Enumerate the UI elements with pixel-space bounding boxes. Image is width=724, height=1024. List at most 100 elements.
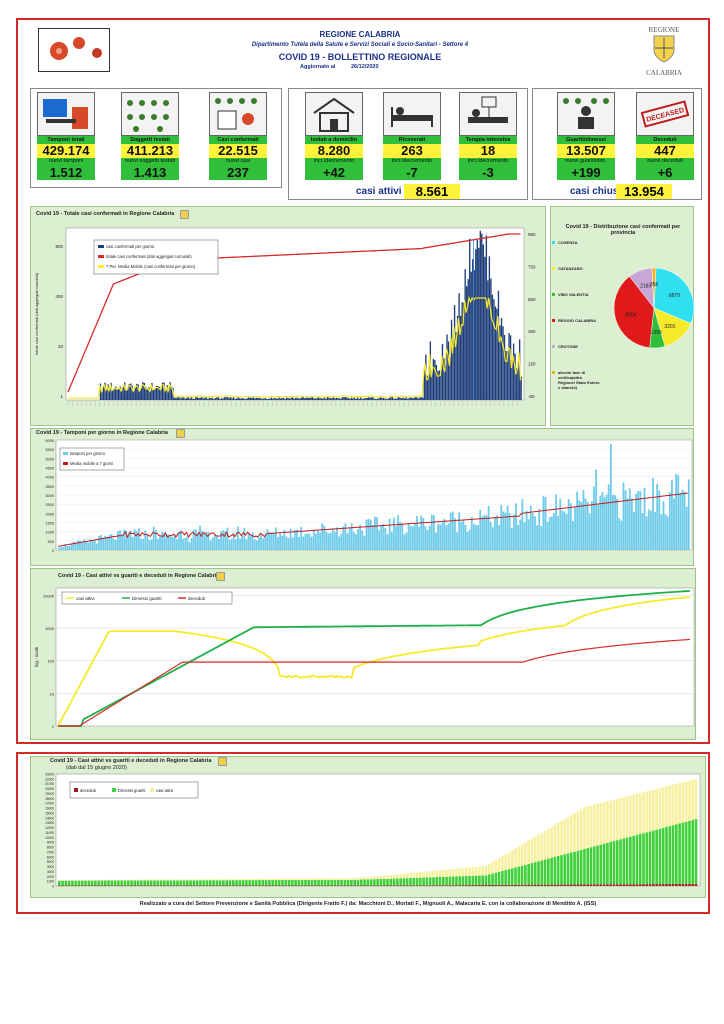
y-tick: 4500 [46, 467, 54, 471]
bar [488, 256, 491, 400]
bar [354, 397, 356, 400]
guariti-bar [202, 880, 206, 886]
y-tick: 2000 [47, 875, 54, 879]
bar [414, 397, 416, 400]
attivi-bar [218, 879, 222, 881]
legend-label: Dimessi guariti [118, 788, 146, 793]
bar [260, 533, 263, 550]
bar [388, 518, 391, 550]
attivi-bar [553, 824, 557, 857]
casi-chiusi-value: 13.954 [616, 184, 672, 199]
bar [222, 530, 225, 550]
deceduti-bar [478, 885, 481, 886]
guariti-bar [376, 879, 379, 886]
bar [502, 511, 505, 550]
bar [384, 398, 386, 400]
bar [326, 397, 329, 400]
bulletin-title: COVID 19 - BOLLETTINO REGIONALE [278, 52, 442, 62]
bar [588, 513, 591, 550]
guariti-bar [287, 879, 291, 886]
bar [337, 397, 339, 400]
bar [374, 516, 376, 550]
bar [255, 397, 258, 400]
bar [305, 397, 307, 400]
guariti-bar [90, 880, 94, 886]
bar [279, 398, 282, 400]
bar [639, 491, 642, 550]
bar [121, 534, 123, 550]
guariti-bar [658, 828, 662, 885]
guariti-bar [133, 880, 137, 886]
bar [225, 397, 227, 400]
deceduti-bar [537, 884, 540, 886]
bar [664, 514, 667, 550]
bar [228, 397, 230, 400]
guariti-bar [691, 819, 695, 884]
bar [152, 389, 155, 400]
guariti-bar [573, 851, 576, 885]
bar [406, 398, 409, 400]
bar [281, 397, 283, 400]
legend-swatch [98, 245, 104, 248]
bar [229, 397, 232, 400]
deceduti-bar [681, 883, 685, 886]
bar [129, 530, 132, 550]
attivi-bar [694, 778, 698, 820]
attivi-bar [373, 876, 376, 880]
bar [287, 538, 290, 550]
bar [624, 490, 627, 550]
guariti-bar [258, 880, 261, 886]
deceduti-bar [579, 884, 583, 886]
attivi-bar [363, 877, 366, 880]
attivi-bar [333, 878, 337, 880]
bar [643, 487, 646, 550]
deceduti-bar [645, 884, 649, 886]
attivi-bar [202, 879, 206, 881]
bar [580, 501, 583, 550]
deceduti-bar [435, 885, 439, 886]
bar [207, 398, 209, 400]
guariti-bar [638, 834, 642, 885]
bar [357, 528, 359, 550]
attivi-bar [294, 878, 297, 880]
bar [272, 398, 274, 400]
patient-icon [209, 92, 267, 136]
attivi-bar [172, 879, 176, 881]
bar [666, 516, 669, 550]
bar [182, 538, 185, 550]
people-icon [121, 92, 179, 136]
bar [557, 515, 560, 550]
guariti-bar [675, 824, 678, 884]
deceduti-bar [671, 884, 675, 886]
stacked-chart: 2300022000210002000019000180001700016000… [45, 773, 701, 889]
bar [72, 541, 75, 550]
pie-slice [653, 267, 694, 324]
bar [482, 244, 485, 400]
bar [411, 397, 413, 400]
attivi-bar [356, 877, 360, 880]
attivi-bar [684, 781, 688, 822]
bar [125, 389, 127, 400]
guariti-bar [382, 878, 386, 886]
deceduti-bar [694, 883, 698, 886]
bar [203, 532, 206, 550]
bar [493, 299, 495, 400]
bar [409, 526, 412, 550]
attivi-bar [501, 856, 504, 871]
guariti-bar [615, 840, 619, 885]
bar [434, 360, 436, 400]
bar [478, 247, 480, 400]
bar [287, 397, 289, 400]
bar [360, 397, 362, 400]
bar [500, 317, 503, 400]
guariti-bar [609, 841, 613, 885]
bar [128, 384, 130, 400]
bar [66, 546, 69, 550]
footer-credits: Realizzato a cura del Settore Prevenzion… [139, 901, 597, 907]
bar [104, 382, 106, 400]
bar [418, 526, 421, 550]
attivi-bar [563, 819, 567, 855]
bar [91, 540, 94, 550]
legend-swatch [552, 241, 555, 244]
y-tick-right: 150 [528, 362, 536, 367]
